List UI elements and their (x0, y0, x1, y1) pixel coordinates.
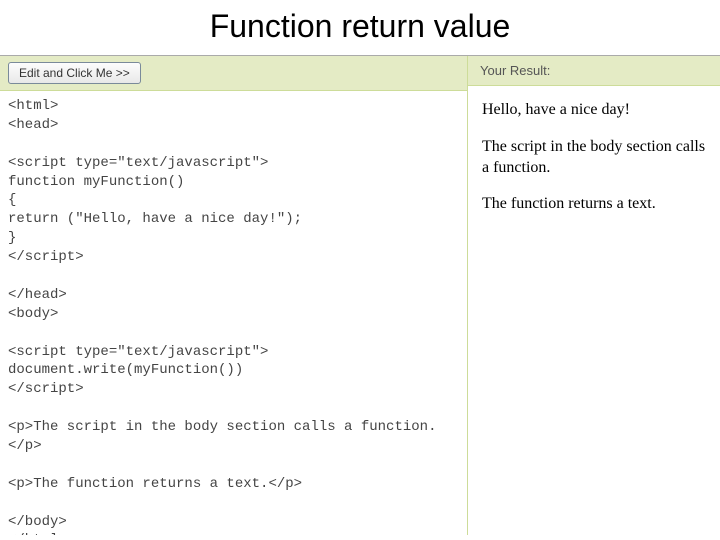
result-line: Hello, have a nice day! (482, 100, 706, 121)
result-line: The script in the body section calls a f… (482, 137, 706, 179)
code-editor[interactable] (0, 91, 467, 535)
left-panel-header: Edit and Click Me >> (0, 56, 467, 91)
code-area-wrap (0, 91, 467, 535)
left-panel: Edit and Click Me >> (0, 56, 468, 535)
editor-result-split: Edit and Click Me >> Your Result: Hello,… (0, 55, 720, 535)
result-line: The function returns a text. (482, 194, 706, 215)
right-panel: Your Result: Hello, have a nice day! The… (468, 56, 720, 535)
edit-and-click-button[interactable]: Edit and Click Me >> (8, 62, 141, 84)
result-heading: Your Result: (468, 56, 720, 86)
result-output: Hello, have a nice day! The script in th… (468, 86, 720, 535)
page-title: Function return value (0, 0, 720, 55)
